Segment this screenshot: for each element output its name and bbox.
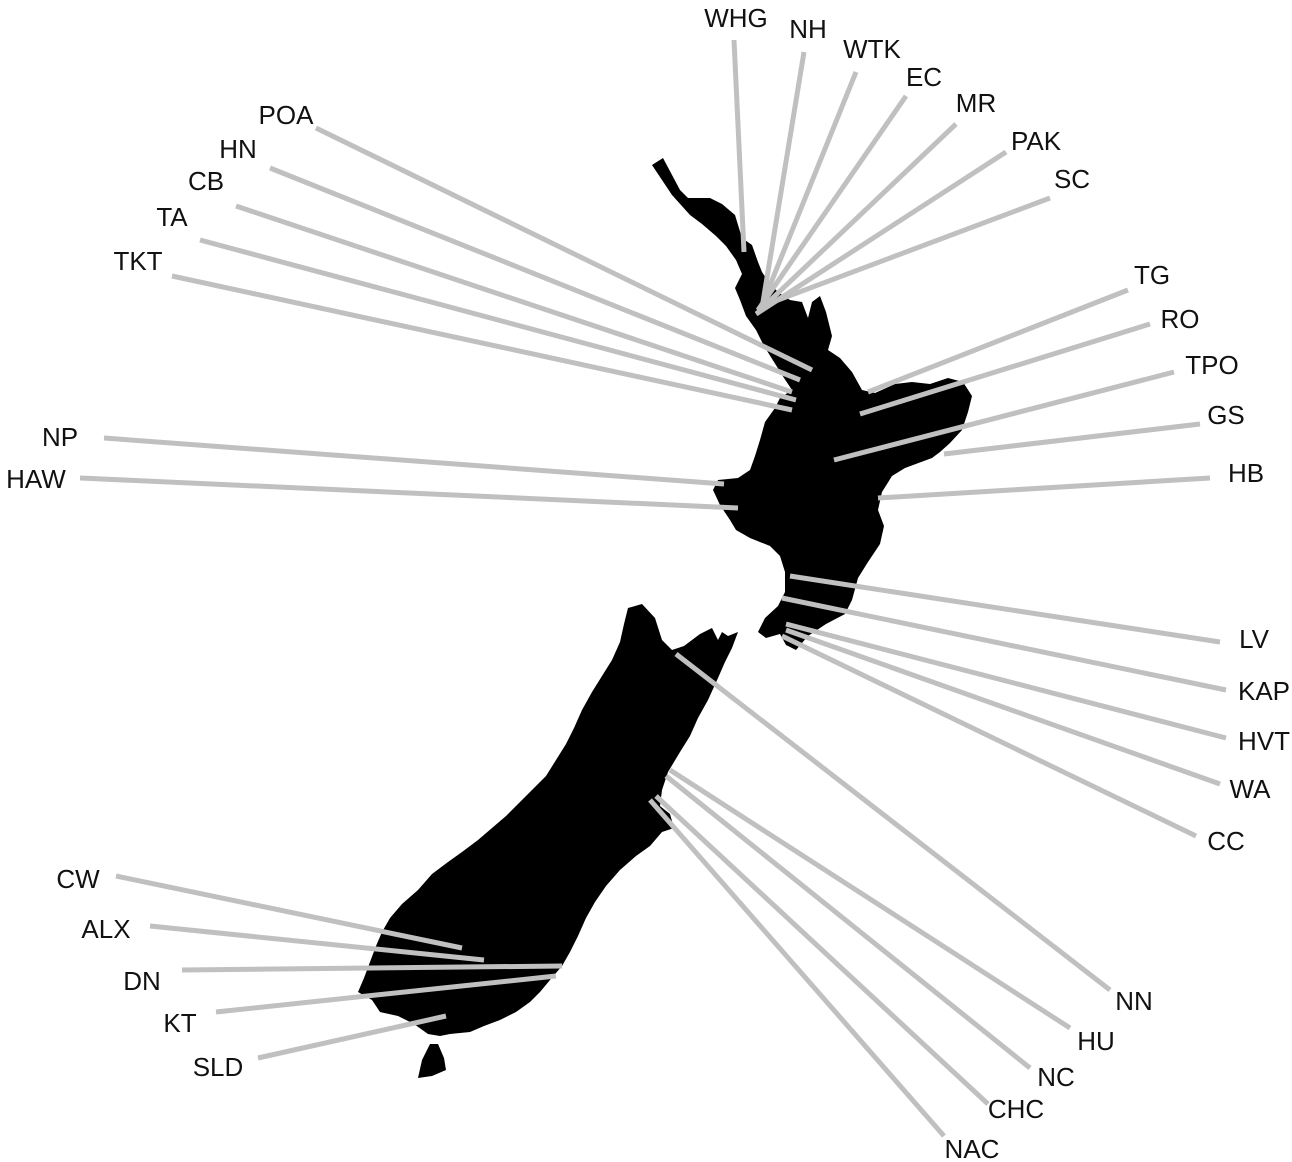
leader-line-kap bbox=[781, 595, 1227, 693]
leader-line-cb bbox=[235, 203, 793, 395]
leader-line-haw bbox=[79, 475, 739, 511]
north-island-shape bbox=[652, 158, 972, 650]
site-label-sc: SC bbox=[1054, 164, 1090, 194]
site-label-tpo: TPO bbox=[1185, 350, 1238, 380]
leader-line-cc bbox=[780, 633, 1198, 839]
site-label-cb: CB bbox=[188, 166, 224, 196]
site-label-kt: KT bbox=[163, 1008, 196, 1038]
site-label-cc: CC bbox=[1207, 826, 1245, 856]
leader-line-nac bbox=[648, 798, 946, 1138]
leader-line-wa bbox=[785, 627, 1221, 787]
leader-line-ta bbox=[199, 237, 797, 403]
leader-line-tkt bbox=[171, 273, 793, 413]
leader-line-nn bbox=[674, 652, 1112, 992]
leader-line-chc bbox=[654, 794, 990, 1106]
leader-line-whg bbox=[731, 39, 747, 253]
site-label-dn: DN bbox=[123, 966, 161, 996]
site-label-wa: WA bbox=[1230, 774, 1272, 804]
leader-line-mr bbox=[756, 122, 958, 314]
site-label-wtk: WTK bbox=[843, 34, 901, 64]
leader-line-sld bbox=[257, 1013, 447, 1061]
leader-line-dn bbox=[181, 963, 563, 973]
stewart-island-shape bbox=[418, 1044, 446, 1078]
site-label-nn: NN bbox=[1115, 986, 1153, 1016]
leader-line-pak bbox=[754, 149, 1008, 317]
south-island-shape bbox=[358, 604, 738, 1036]
leader-layer bbox=[79, 39, 1227, 1138]
site-label-mr: MR bbox=[956, 88, 996, 118]
leader-line-tg bbox=[867, 287, 1129, 395]
site-label-tkt: TKT bbox=[113, 246, 162, 276]
leader-line-nh bbox=[759, 51, 807, 309]
leader-line-poa bbox=[314, 125, 814, 373]
leader-line-hvt bbox=[785, 621, 1227, 741]
site-label-hvt: HVT bbox=[1238, 726, 1290, 756]
site-label-hn: HN bbox=[219, 134, 257, 164]
site-label-gs: GS bbox=[1207, 400, 1245, 430]
site-label-cw: CW bbox=[56, 864, 100, 894]
site-label-haw: HAW bbox=[6, 464, 66, 494]
land-layer bbox=[358, 158, 972, 1078]
leader-line-gs bbox=[943, 421, 1201, 457]
site-label-chc: CHC bbox=[988, 1094, 1044, 1124]
leader-line-hu bbox=[668, 767, 1072, 1031]
leader-line-tpo bbox=[833, 369, 1175, 463]
site-label-hu: HU bbox=[1077, 1026, 1115, 1056]
site-label-alx: ALX bbox=[81, 914, 130, 944]
leader-line-hn bbox=[269, 165, 801, 383]
leader-line-sc bbox=[761, 195, 1051, 309]
site-label-lv: LV bbox=[1239, 624, 1270, 654]
site-label-nc: NC bbox=[1037, 1062, 1075, 1092]
site-label-poa: POA bbox=[259, 100, 315, 130]
site-label-hb: HB bbox=[1228, 458, 1264, 488]
site-label-whg: WHG bbox=[704, 3, 768, 33]
leader-line-hb bbox=[877, 475, 1211, 501]
site-label-kap: KAP bbox=[1238, 676, 1290, 706]
site-label-ta: TA bbox=[156, 202, 188, 232]
site-label-ro: RO bbox=[1161, 304, 1200, 334]
leader-line-np bbox=[103, 435, 725, 487]
leader-line-cw bbox=[115, 873, 463, 951]
site-label-tg: TG bbox=[1134, 260, 1170, 290]
site-label-pak: PAK bbox=[1011, 126, 1062, 156]
site-label-np: NP bbox=[42, 422, 78, 452]
site-label-ec: EC bbox=[906, 62, 942, 92]
leader-line-ec bbox=[755, 94, 909, 312]
leader-line-ro bbox=[859, 321, 1151, 417]
leader-line-alx bbox=[149, 923, 485, 963]
site-label-sld: SLD bbox=[193, 1052, 244, 1082]
leader-line-wtk bbox=[757, 71, 859, 311]
leader-line-nc bbox=[664, 774, 1032, 1070]
site-label-nh: NH bbox=[789, 14, 827, 44]
site-label-nac: NAC bbox=[945, 1134, 1000, 1162]
leader-line-lv bbox=[789, 573, 1221, 645]
leader-line-kt bbox=[215, 973, 557, 1015]
